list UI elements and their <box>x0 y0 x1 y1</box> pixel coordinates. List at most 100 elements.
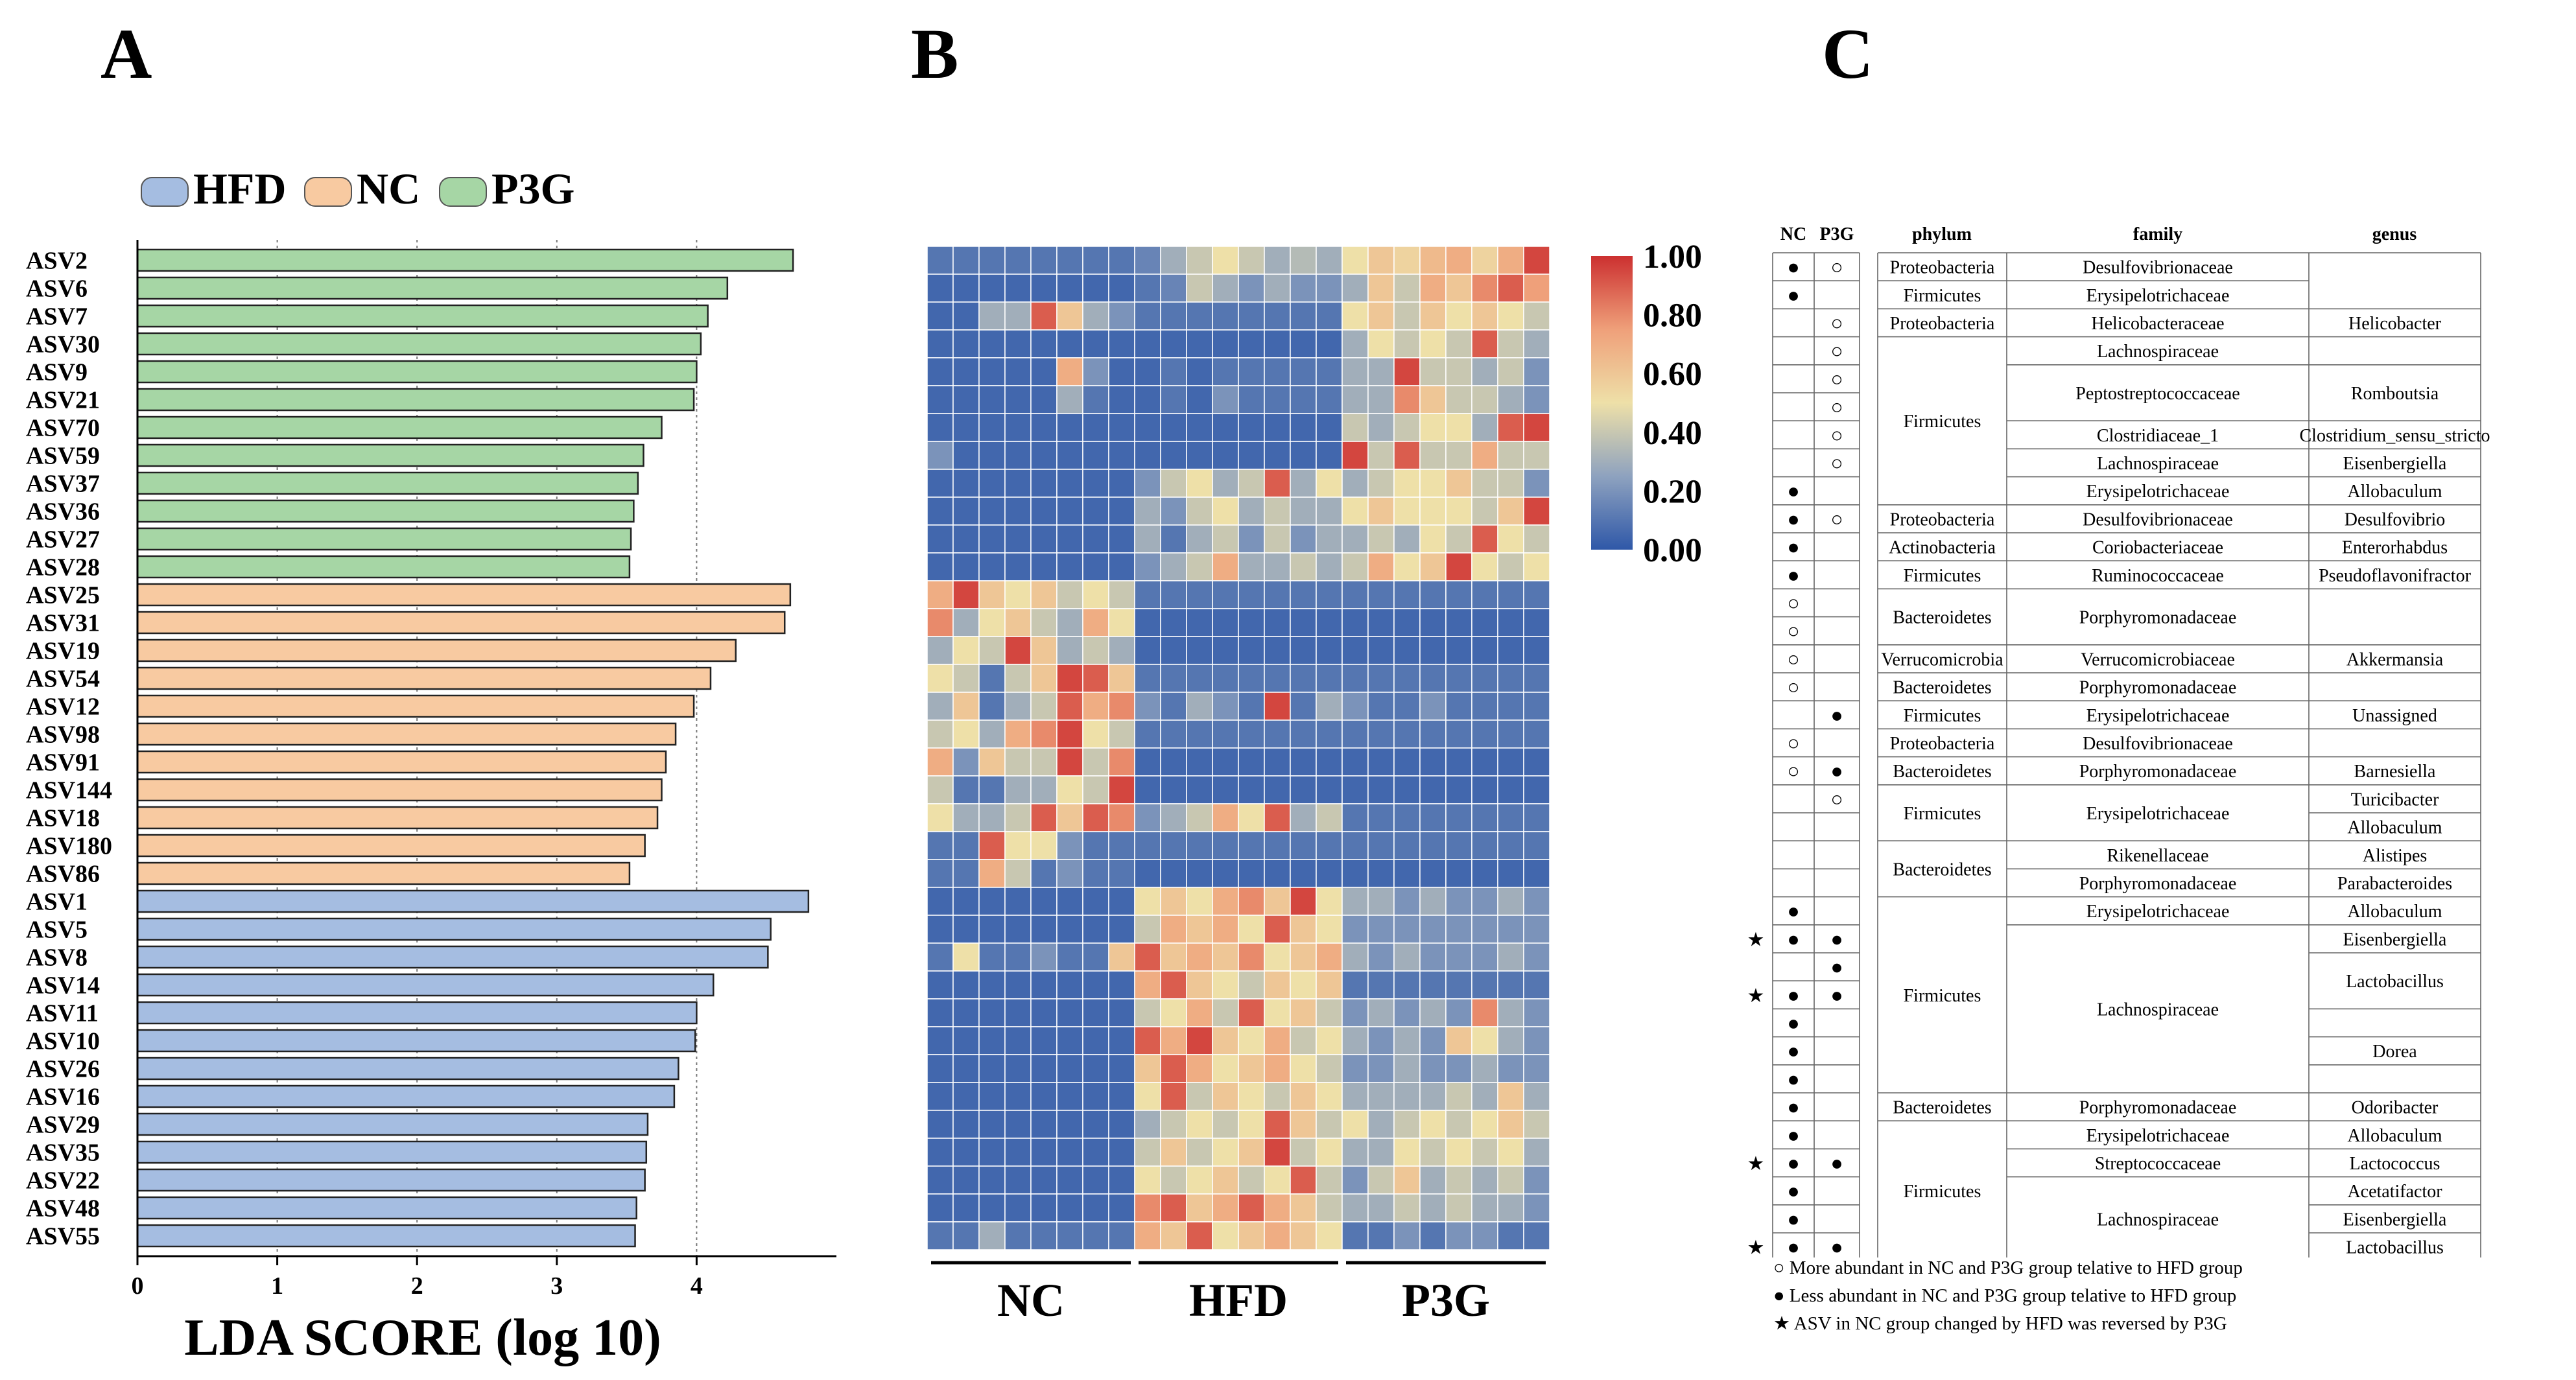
heatmap-cell <box>1134 524 1161 554</box>
heatmap-cell <box>1497 636 1524 665</box>
heatmap-cell <box>1134 357 1161 386</box>
heatmap-cell <box>1108 664 1135 693</box>
category-label: ASV30 <box>26 331 100 358</box>
heatmap-cell <box>1212 385 1239 414</box>
heatmap-cell <box>1316 413 1343 442</box>
header-p3g: P3G <box>1820 224 1854 244</box>
heatmap-cell <box>1186 1026 1213 1055</box>
category-label: ASV8 <box>26 944 88 972</box>
heatmap-cell <box>1341 1026 1369 1055</box>
heatmap-cell <box>1497 357 1524 386</box>
heatmap-cell <box>1082 469 1109 498</box>
x-tick-label: 3 <box>550 1272 563 1300</box>
bar-asv91 <box>136 750 667 774</box>
heatmap-cell <box>1186 831 1213 860</box>
heatmap-cell <box>1497 1221 1524 1250</box>
category-label: ASV10 <box>26 1028 100 1055</box>
heatmap-cell <box>1056 246 1083 275</box>
bar-asv6 <box>136 276 729 300</box>
heatmap-cell <box>1290 524 1317 554</box>
category-label: ASV5 <box>26 917 88 944</box>
heatmap-cell <box>1367 1221 1395 1250</box>
heatmap-cell <box>1523 803 1550 832</box>
heatmap-cell <box>1056 747 1083 777</box>
heatmap-cell <box>1367 747 1395 777</box>
category-label: ASV26 <box>26 1056 100 1083</box>
heatmap-cell <box>1004 942 1032 972</box>
heatmap-cell <box>1056 831 1083 860</box>
heatmap-cell <box>1030 887 1058 916</box>
heatmap-cell <box>1030 1082 1058 1111</box>
heatmap-cell <box>1264 524 1291 554</box>
heatmap-cell <box>1341 942 1369 972</box>
heatmap-cell <box>978 775 1006 804</box>
heatmap-cell <box>1160 301 1187 331</box>
phylum-label: Proteobacteria <box>1890 314 1995 334</box>
nc-marker: ● <box>1787 507 1799 530</box>
heatmap-cell <box>1186 1110 1213 1139</box>
heatmap-cell <box>952 1054 980 1083</box>
heatmap-cell <box>1497 719 1524 749</box>
heatmap-cell <box>1264 1054 1291 1083</box>
heatmap-cell <box>1497 1082 1524 1111</box>
heatmap-cell <box>1056 1221 1083 1250</box>
heatmap-cell <box>952 1026 980 1055</box>
heatmap-cell <box>1264 1110 1291 1139</box>
heatmap-cell <box>1393 469 1421 498</box>
heatmap-cell <box>1497 608 1524 637</box>
heatmap-cell <box>1316 552 1343 581</box>
heatmap-cell <box>1523 524 1550 554</box>
heatmap-cell <box>1004 1165 1032 1195</box>
heatmap-cell <box>1445 608 1472 637</box>
heatmap-cell <box>1445 942 1472 972</box>
heatmap-cell <box>1212 552 1239 581</box>
heatmap-cell <box>1445 385 1472 414</box>
heatmap-cell <box>1108 692 1135 721</box>
heatmap-cell <box>1393 524 1421 554</box>
heatmap-cell <box>1523 357 1550 386</box>
heatmap-cell <box>1393 1054 1421 1083</box>
heatmap-cell <box>1316 1138 1343 1167</box>
category-label: ASV35 <box>26 1140 100 1167</box>
bar-asv14 <box>136 973 715 997</box>
heatmap-cell <box>1004 469 1032 498</box>
heatmap-cell <box>1445 1138 1472 1167</box>
heatmap-cell <box>1186 1165 1213 1195</box>
heatmap-cell <box>1056 1138 1083 1167</box>
heatmap-cell <box>1290 1054 1317 1083</box>
colorbar-tick-label: 1.00 <box>1643 239 1702 275</box>
heatmap-cell <box>1523 1165 1550 1195</box>
heatmap-cell <box>1030 1193 1058 1222</box>
heatmap-cell <box>1160 915 1187 944</box>
heatmap-cell <box>1264 887 1291 916</box>
heatmap-cell <box>1134 1165 1161 1195</box>
heatmap-cell <box>1238 524 1265 554</box>
heatmap-cell <box>1134 775 1161 804</box>
category-label: ASV36 <box>26 498 100 526</box>
heatmap-cell <box>1056 301 1083 331</box>
heatmap-cell <box>1056 329 1083 358</box>
heatmap-cell <box>1030 441 1058 470</box>
heatmap-cell <box>1445 1110 1472 1139</box>
heatmap-cell <box>1471 636 1498 665</box>
heatmap-cell <box>1134 1221 1161 1250</box>
heatmap-cell <box>978 524 1006 554</box>
heatmap-cell <box>1497 441 1524 470</box>
heatmap-cell <box>1030 1026 1058 1055</box>
heatmap-cell <box>1212 274 1239 303</box>
heatmap-cell <box>1367 1138 1395 1167</box>
heatmap-cell <box>1134 246 1161 275</box>
heatmap-cell <box>1316 329 1343 358</box>
family-label: Erysipelotrichaceae <box>2086 482 2230 502</box>
heatmap-cell <box>1523 1221 1550 1250</box>
bar-asv48 <box>136 1196 637 1220</box>
family-label: Coriobacteriaceae <box>2092 538 2223 558</box>
heatmap-cell <box>1160 608 1187 637</box>
heatmap-cell <box>1238 636 1265 665</box>
heatmap-cell <box>1316 803 1343 832</box>
heatmap-cell <box>1264 413 1291 442</box>
heatmap-cell <box>1341 1082 1369 1111</box>
heatmap-cell <box>927 998 954 1027</box>
heatmap-cell <box>1393 1221 1421 1250</box>
heatmap-cell <box>1030 1165 1058 1195</box>
